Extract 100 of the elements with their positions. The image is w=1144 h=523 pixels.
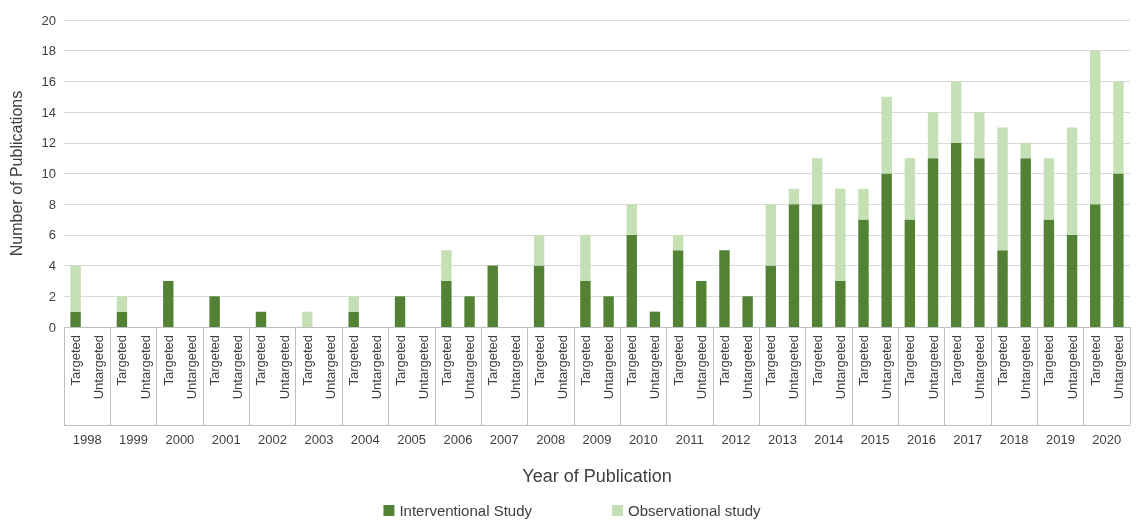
x-tick-label: Targeted — [531, 335, 547, 386]
bar — [394, 296, 406, 327]
bar — [997, 250, 1008, 327]
text: 2005 — [397, 432, 427, 447]
bar — [302, 311, 313, 327]
x-tick-label: Untargeted — [925, 335, 941, 400]
bar — [1020, 158, 1031, 327]
x-tick-label: Untargeted — [786, 335, 802, 400]
text: 2013 — [767, 432, 797, 447]
bar — [603, 296, 614, 327]
bar — [997, 127, 1008, 251]
text: 2002 — [258, 432, 288, 447]
bar — [672, 250, 684, 327]
bar — [348, 311, 359, 327]
text: 2012 — [721, 432, 751, 447]
bar — [1043, 219, 1055, 327]
x-tick-label: Targeted — [485, 335, 501, 386]
bar — [441, 280, 452, 327]
y-tick-label: 4 — [48, 258, 56, 274]
bar — [464, 296, 475, 327]
bar — [742, 296, 753, 327]
bar — [858, 219, 869, 327]
x-tick-label: Untargeted — [1064, 335, 1080, 400]
bar — [696, 280, 707, 327]
bar — [626, 204, 637, 235]
y-tick-label: 20 — [41, 12, 56, 28]
x-tick-label: Targeted — [114, 335, 130, 386]
x-tick-label: Targeted — [577, 335, 593, 386]
y-tick-label: 8 — [48, 196, 56, 212]
bar — [626, 234, 637, 327]
bar — [858, 188, 869, 220]
x-tick-label: Untargeted — [183, 335, 199, 400]
bar — [1113, 173, 1124, 327]
bar — [811, 204, 823, 327]
bar — [487, 265, 498, 327]
text: 1999 — [119, 432, 148, 447]
bar — [881, 96, 892, 174]
bar — [441, 250, 452, 281]
bar — [950, 81, 962, 143]
bar — [255, 311, 267, 327]
y-tick-label: 2 — [48, 288, 56, 304]
x-tick-label: Targeted — [624, 335, 640, 386]
text: 2018 — [999, 432, 1029, 447]
x-tick-label: Untargeted — [554, 335, 570, 400]
text: 2007 — [489, 432, 519, 447]
bar — [163, 280, 174, 327]
x-tick-label: Untargeted — [369, 335, 385, 400]
x-tick-label: Targeted — [1041, 335, 1057, 386]
bar — [70, 311, 81, 327]
bar — [672, 234, 684, 251]
bar — [1043, 158, 1055, 220]
text: 2019 — [1046, 432, 1075, 447]
x-tick-label: Untargeted — [137, 335, 153, 400]
bar — [348, 296, 359, 312]
x-tick-label: Untargeted — [1110, 335, 1126, 400]
x-tick-label: Untargeted — [647, 335, 663, 400]
text: 2006 — [443, 432, 473, 447]
text: 1998 — [72, 432, 102, 447]
x-tick-label: Targeted — [1087, 335, 1103, 386]
x-tick-label: Targeted — [68, 335, 84, 386]
bar — [1090, 204, 1101, 327]
text: 2000 — [165, 432, 195, 447]
bar — [1090, 50, 1101, 205]
x-tick-label: Untargeted — [91, 335, 107, 400]
y-tick-label: 6 — [48, 227, 56, 243]
text: 2001 — [211, 432, 241, 447]
bar — [835, 280, 846, 327]
x-tick-label: Untargeted — [832, 335, 848, 400]
text: 2014 — [814, 432, 844, 447]
x-tick-label: Untargeted — [601, 335, 617, 400]
y-tick-label: 18 — [41, 43, 56, 59]
text: 2020 — [1092, 432, 1122, 447]
bar — [788, 188, 800, 205]
bar — [974, 158, 985, 327]
x-tick-label: Untargeted — [693, 335, 709, 400]
x-tick-label: Targeted — [253, 335, 269, 386]
text: 2010 — [628, 432, 658, 447]
bar — [1113, 81, 1124, 174]
bar — [950, 142, 962, 327]
text: 2004 — [350, 432, 380, 447]
bar — [533, 234, 545, 266]
y-tick-label: 14 — [41, 104, 56, 120]
x-tick-label: Untargeted — [1018, 335, 1034, 400]
bar — [811, 158, 823, 205]
bar — [649, 311, 661, 327]
x-tick-label: Untargeted — [415, 335, 431, 400]
bar — [1066, 127, 1078, 235]
bar — [835, 188, 846, 281]
bar — [1066, 234, 1078, 327]
text: 2015 — [860, 432, 890, 447]
y-axis-title: Number of Publications — [7, 90, 25, 257]
bar — [719, 250, 730, 327]
text: 2016 — [906, 432, 936, 447]
y-tick-label: 16 — [41, 73, 56, 89]
bar — [904, 219, 916, 327]
x-axis-title: Year of Publication — [522, 466, 672, 486]
bar — [927, 112, 939, 159]
x-tick-label: Targeted — [809, 335, 825, 386]
legend-label: Observational study — [628, 502, 762, 519]
x-tick-label: Targeted — [438, 335, 454, 386]
